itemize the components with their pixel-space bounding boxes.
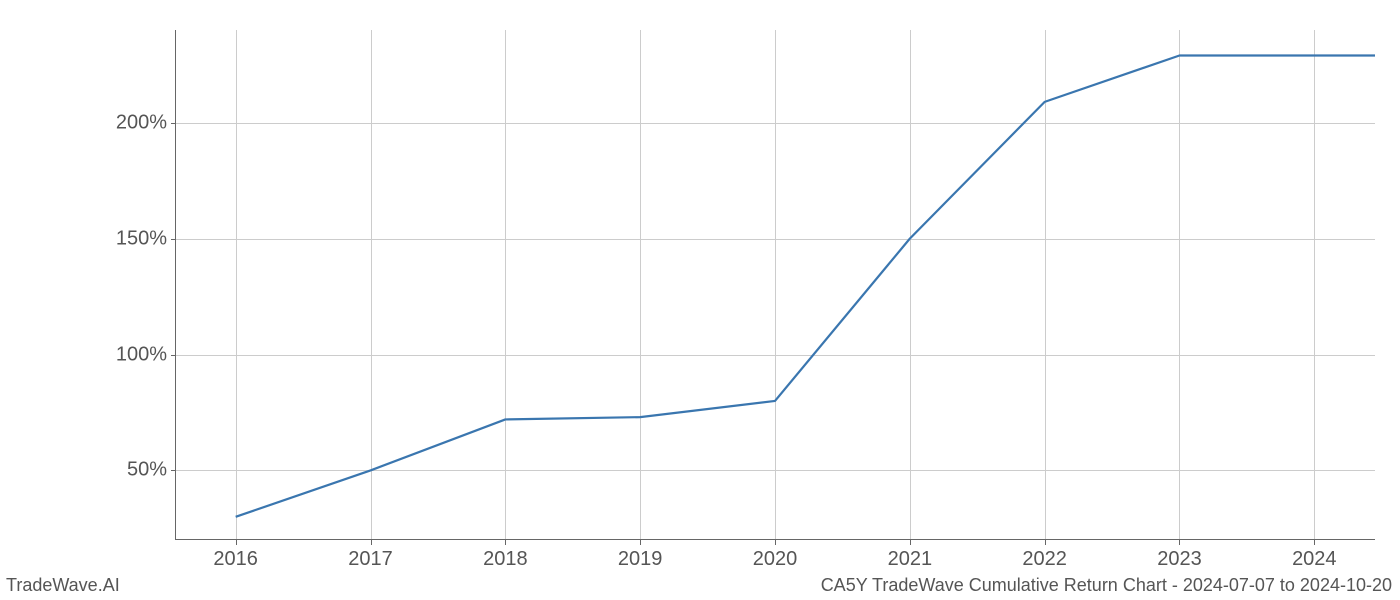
y-tick-mark: [171, 123, 176, 124]
watermark-text: TradeWave.AI: [6, 575, 120, 596]
x-tick-mark: [236, 540, 237, 545]
x-tick-label: 2024: [1292, 548, 1337, 571]
x-tick-mark: [1179, 540, 1180, 545]
x-tick-mark: [775, 540, 776, 545]
y-tick-label: 100%: [116, 343, 167, 366]
y-tick-mark: [171, 239, 176, 240]
x-tick-mark: [1045, 540, 1046, 545]
x-tick-label: 2019: [618, 548, 663, 571]
y-tick-label: 50%: [127, 459, 167, 482]
x-tick-label: 2021: [888, 548, 933, 571]
x-tick-mark: [1314, 540, 1315, 545]
y-tick-label: 200%: [116, 111, 167, 134]
series-line: [236, 56, 1375, 517]
x-tick-label: 2016: [213, 548, 258, 571]
x-tick-label: 2022: [1022, 548, 1067, 571]
chart-plot-area: [175, 30, 1375, 540]
caption-text: CA5Y TradeWave Cumulative Return Chart -…: [821, 575, 1392, 596]
x-tick-mark: [505, 540, 506, 545]
x-tick-label: 2017: [348, 548, 393, 571]
y-tick-mark: [171, 470, 176, 471]
x-tick-label: 2023: [1157, 548, 1202, 571]
line-chart-svg: [175, 30, 1375, 540]
x-tick-mark: [910, 540, 911, 545]
x-tick-mark: [371, 540, 372, 545]
x-tick-mark: [640, 540, 641, 545]
plot-area: [175, 30, 1375, 540]
y-tick-label: 150%: [116, 227, 167, 250]
y-tick-mark: [171, 355, 176, 356]
x-tick-label: 2020: [753, 548, 798, 571]
x-tick-label: 2018: [483, 548, 528, 571]
